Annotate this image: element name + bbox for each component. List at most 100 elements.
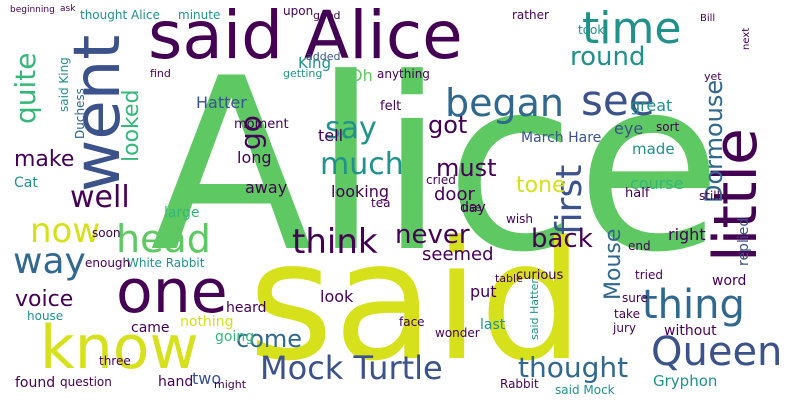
word-found: found: [15, 375, 56, 391]
word-alice-big: Alice: [150, 28, 723, 305]
word-large: large: [164, 205, 200, 221]
word-eye: eye: [614, 119, 644, 138]
word-come: come: [236, 325, 303, 353]
word-find: find: [150, 67, 171, 80]
word-sort: sort: [656, 120, 680, 134]
word-still: still: [699, 189, 720, 203]
word-look: look: [320, 287, 354, 306]
word-wonder: wonder: [435, 326, 480, 340]
word-rabbit: Rabbit: [500, 377, 539, 391]
word-half: half: [625, 186, 650, 201]
word-heard: heard: [226, 300, 267, 316]
word-great: great: [630, 96, 673, 115]
word-day: day: [460, 200, 486, 216]
word-three: three: [99, 354, 131, 368]
word-without: without: [664, 323, 717, 339]
word-made: made: [632, 140, 675, 158]
word-next: next: [741, 27, 752, 50]
word-well: well: [70, 180, 130, 215]
word-bill: Bill: [700, 13, 716, 24]
word-table: table: [495, 272, 523, 285]
word-house: house: [27, 309, 64, 323]
word-see: see: [581, 76, 655, 125]
word-king: King: [298, 54, 332, 72]
word-seemed: seemed: [422, 244, 494, 265]
word-word: word: [712, 273, 747, 289]
word-duchess: Duchess: [73, 88, 87, 139]
word-never: never: [395, 220, 470, 250]
word-said-king: said King: [57, 57, 71, 112]
word-rather: rather: [512, 8, 549, 22]
word-end: end: [628, 239, 651, 253]
word-long: long: [237, 148, 272, 167]
word-dormouse: Dormouse: [700, 79, 728, 203]
word-came: came: [131, 320, 170, 336]
word-soon: soon: [92, 226, 121, 240]
word-put: put: [470, 282, 497, 301]
word-right: right: [668, 225, 706, 244]
word-hatter: Hatter: [196, 93, 247, 112]
word-going: going: [215, 329, 255, 345]
word-voice: voice: [15, 287, 74, 312]
word-looking: looking: [331, 182, 390, 201]
word-way: way: [13, 241, 86, 282]
word-moment: moment: [234, 117, 289, 132]
word-said-big: said: [248, 206, 584, 397]
word-upon: upon: [283, 4, 314, 18]
word-now: now: [30, 211, 101, 251]
word-anything: anything: [377, 67, 430, 81]
word-thought-1: thought: [518, 351, 629, 384]
word-thing: thing: [642, 282, 745, 328]
word-thought-alice: thought Alice: [80, 8, 160, 22]
word-began: began: [445, 81, 564, 125]
word-gryphon: Gryphon: [653, 372, 718, 390]
word-cried: cried: [426, 173, 456, 187]
word-round: round: [570, 42, 646, 72]
word-might: might: [214, 378, 247, 391]
word-sure: sure: [622, 291, 648, 305]
word-question: question: [60, 375, 112, 389]
word-take: take: [614, 307, 640, 321]
word-tone: tone: [516, 173, 566, 198]
word-hand: hand: [158, 374, 194, 390]
word-minute: minute: [178, 8, 221, 22]
word-march-hare: March Hare: [521, 130, 602, 146]
word-felt: felt: [380, 99, 402, 114]
word-got: got: [428, 111, 468, 139]
word-two: two: [192, 369, 222, 388]
word-tell: tell: [318, 126, 344, 145]
word-said-hatter: said Hatter: [528, 279, 541, 340]
word-mouse: Mouse: [601, 228, 626, 300]
word-said-alice: said Alice: [148, 0, 463, 74]
word-jury: jury: [613, 321, 636, 335]
word-door: door: [434, 184, 475, 205]
word-wish: wish: [506, 212, 534, 226]
word-time: time: [582, 3, 682, 54]
word-getting: getting: [283, 67, 323, 80]
word-away: away: [245, 178, 288, 197]
word-ask: ask: [60, 4, 76, 14]
word-course: course: [630, 174, 684, 193]
word-think: think: [292, 222, 378, 262]
word-said-mock: said Mock: [555, 383, 615, 397]
word-face: face: [399, 315, 425, 329]
word-quite: quite: [9, 52, 42, 124]
word-one: one: [116, 257, 228, 327]
word-last: last: [480, 317, 506, 333]
word-curious: curious: [516, 268, 564, 283]
word-oh: Oh: [350, 66, 373, 85]
word-mock-turtle: Mock Turtle: [260, 349, 443, 387]
word-white-rabbit: White Rabbit: [127, 256, 205, 270]
word-cat: Cat: [14, 175, 38, 191]
word-beginning: beginning: [10, 5, 55, 15]
word-queen: Queen: [651, 329, 783, 375]
word-looked: looked: [119, 89, 144, 163]
word-nothing: nothing: [180, 314, 234, 330]
word-must: must: [436, 154, 497, 182]
word-tried: tried: [635, 268, 663, 282]
word-enough: enough: [85, 256, 131, 270]
word-much: much: [320, 147, 404, 182]
word-added: added: [306, 50, 341, 63]
word-replied: replied: [736, 217, 752, 266]
